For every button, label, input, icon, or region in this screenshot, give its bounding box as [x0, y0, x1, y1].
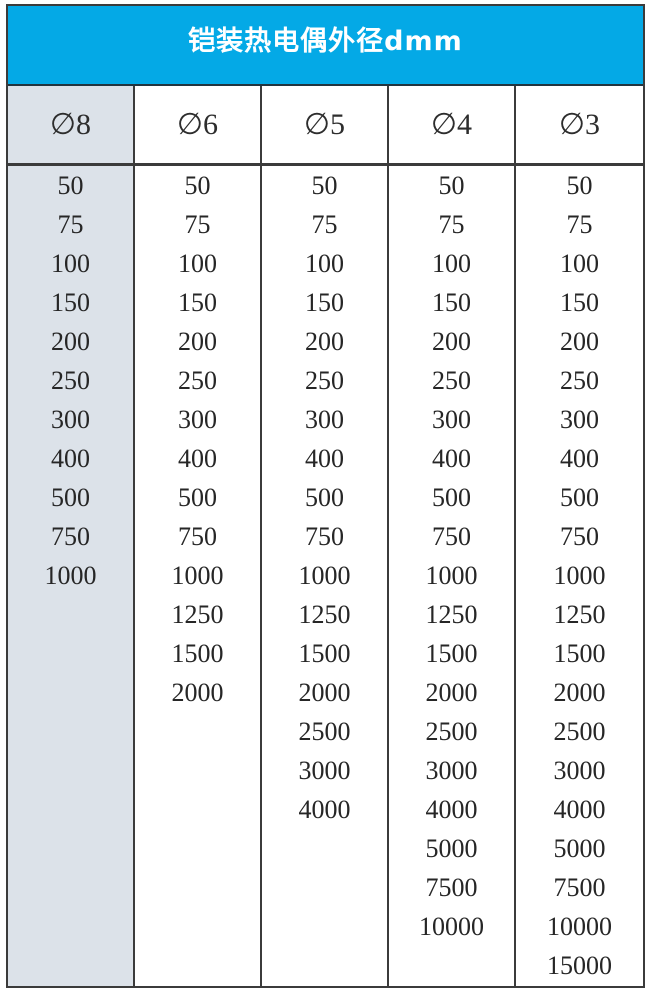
length-value: 2500	[298, 717, 351, 746]
length-value: 200	[560, 327, 599, 356]
length-value: 150	[178, 288, 217, 317]
length-value: 200	[305, 327, 344, 356]
length-value: 300	[432, 405, 471, 434]
length-value: 400	[432, 444, 471, 473]
length-value: 1250	[425, 600, 478, 629]
column-header-phi4: ∅4	[389, 86, 516, 163]
length-value: 100	[178, 249, 217, 278]
length-value: 200	[51, 327, 90, 356]
length-value: 750	[305, 522, 344, 551]
length-value: 50	[566, 171, 593, 200]
length-value: 5000	[553, 834, 606, 863]
column-header-phi5: ∅5	[262, 86, 389, 163]
column-header-phi3: ∅3	[558, 108, 601, 141]
length-value: 500	[560, 483, 599, 512]
length-value: 750	[178, 522, 217, 551]
length-value: 1250	[298, 600, 351, 629]
length-value: 2500	[553, 717, 606, 746]
length-value: 1000	[425, 561, 478, 590]
length-value: 1500	[298, 639, 351, 668]
length-value: 50	[184, 171, 211, 200]
length-value: 200	[432, 327, 471, 356]
length-value: 1250	[553, 600, 606, 629]
length-value: 100	[560, 249, 599, 278]
column-values-phi6: 50 75 100 150 200 250 300 400 500 750 1000 1250 1500…	[135, 166, 262, 986]
length-value: 1000	[171, 561, 224, 590]
length-value: 500	[178, 483, 217, 512]
table-body: 50 75 100 150 200 250 300 400 500 750 1000 50 75 100…	[8, 166, 643, 986]
length-value: 2000	[425, 678, 478, 707]
column-values-phi4: 50 75 100 150 200 250 300 400 500 750 1000 1250 1500…	[389, 166, 516, 986]
column-values-phi5: 50 75 100 150 200 250 300 400 500 750 1000 1250 1500…	[262, 166, 389, 986]
length-value: 1250	[171, 600, 224, 629]
length-value: 250	[560, 366, 599, 395]
length-value: 75	[57, 210, 84, 239]
column-values-phi8: 50 75 100 150 200 250 300 400 500 750 1000	[8, 166, 135, 986]
length-value: 1000	[298, 561, 351, 590]
length-value: 10000	[547, 912, 612, 941]
length-value: 300	[305, 405, 344, 434]
length-value: 5000	[425, 834, 478, 863]
length-value: 400	[51, 444, 90, 473]
length-value: 100	[432, 249, 471, 278]
length-value: 750	[560, 522, 599, 551]
length-value: 150	[305, 288, 344, 317]
thermocouple-diameter-table: 铠装热电偶外径dmm ∅8 ∅6 ∅5 ∅4 ∅3 50 75 100 150 200 2…	[6, 4, 645, 988]
length-value: 400	[560, 444, 599, 473]
length-value: 2000	[298, 678, 351, 707]
length-value: 7500	[425, 873, 478, 902]
length-value: 150	[560, 288, 599, 317]
length-value: 1000	[553, 561, 606, 590]
length-value: 250	[432, 366, 471, 395]
length-value: 2500	[425, 717, 478, 746]
length-value: 4000	[425, 795, 478, 824]
length-value: 3000	[298, 756, 351, 785]
length-value: 3000	[425, 756, 478, 785]
length-value: 4000	[553, 795, 606, 824]
column-header-row: ∅8 ∅6 ∅5 ∅4 ∅3	[8, 86, 643, 166]
length-value: 75	[438, 210, 465, 239]
length-value: 500	[305, 483, 344, 512]
length-value: 2000	[171, 678, 224, 707]
length-value: 75	[566, 210, 593, 239]
length-value: 150	[51, 288, 90, 317]
length-value: 1500	[553, 639, 606, 668]
length-value: 500	[432, 483, 471, 512]
length-value: 1000	[44, 561, 97, 590]
length-value: 75	[311, 210, 338, 239]
length-value: 300	[178, 405, 217, 434]
length-value: 4000	[298, 795, 351, 824]
length-value: 15000	[547, 951, 612, 980]
length-value: 250	[51, 366, 90, 395]
length-value: 7500	[553, 873, 606, 902]
length-value: 2000	[553, 678, 606, 707]
length-value: 3000	[553, 756, 606, 785]
length-value: 300	[560, 405, 599, 434]
length-value: 250	[305, 366, 344, 395]
table-title-bar: 铠装热电偶外径dmm	[8, 6, 643, 86]
column-values-phi3: 50 75 100 150 200 250 300 400 500 750 1000 1250 1500…	[516, 166, 643, 986]
length-value: 50	[311, 171, 338, 200]
length-value: 100	[51, 249, 90, 278]
length-value: 75	[184, 210, 211, 239]
length-value: 400	[178, 444, 217, 473]
length-value: 200	[178, 327, 217, 356]
length-value: 10000	[419, 912, 484, 941]
column-header-phi6: ∅6	[135, 86, 262, 163]
length-value: 150	[432, 288, 471, 317]
length-value: 1500	[425, 639, 478, 668]
length-value: 500	[51, 483, 90, 512]
length-value: 1500	[171, 639, 224, 668]
length-value: 50	[57, 171, 84, 200]
length-value: 300	[51, 405, 90, 434]
length-value: 50	[438, 171, 465, 200]
length-value: 250	[178, 366, 217, 395]
length-value: 750	[51, 522, 90, 551]
table-title: 铠装热电偶外径dmm	[188, 26, 463, 57]
column-header-phi8: ∅8	[8, 86, 135, 163]
length-value: 100	[305, 249, 344, 278]
length-value: 400	[305, 444, 344, 473]
length-value: 750	[432, 522, 471, 551]
